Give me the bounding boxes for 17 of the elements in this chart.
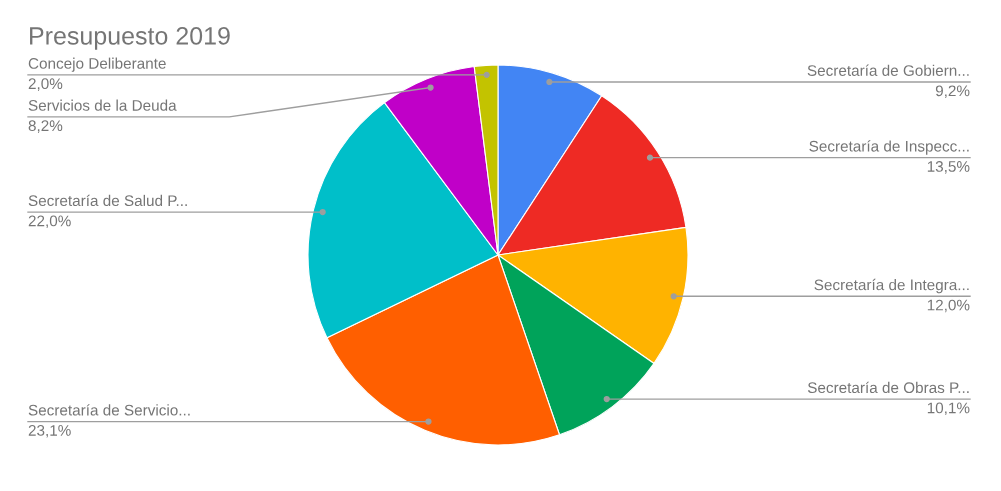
slice-label: Secretaría de Obras P... [807,381,969,394]
slice-label: Concejo Deliberante [28,57,166,72]
data-label: 13,5% [927,161,970,174]
chart-title: Presupuesto 2019 [30,27,230,50]
slice-label: Secretaría de Salud P... [28,194,187,207]
data-label: 2,0% [28,78,63,91]
data-label: 10,1% [927,402,970,416]
slice-label: Secretaría de Integra... [814,278,969,294]
slice-label: Secretaría de Servicio... [28,404,190,416]
data-label: 9,2% [935,85,970,98]
slice-label: Secretaría de Inspecc... [809,140,969,155]
data-label: 8,2% [28,120,63,133]
data-label: 23,1% [28,424,71,438]
slice-label: Servicios de la Deuda [28,99,177,111]
slice-label: Secretaría de Gobiern... [807,64,969,76]
data-label: 12,0% [927,299,970,313]
data-label: 22,0% [28,215,71,229]
